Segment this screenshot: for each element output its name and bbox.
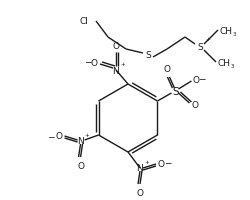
- Text: O: O: [136, 188, 143, 197]
- Text: O: O: [192, 76, 199, 85]
- Text: +: +: [204, 37, 210, 42]
- Text: O: O: [55, 132, 62, 141]
- Text: N: N: [112, 66, 119, 75]
- Text: O: O: [112, 42, 119, 51]
- Text: S: S: [196, 43, 202, 52]
- Text: O: O: [91, 59, 98, 68]
- Text: 3: 3: [232, 32, 235, 37]
- Text: S: S: [144, 51, 150, 60]
- Text: +: +: [144, 159, 148, 164]
- Text: −: −: [198, 74, 205, 83]
- Text: +: +: [84, 132, 89, 137]
- Text: −: −: [84, 57, 92, 66]
- Text: O: O: [163, 65, 170, 74]
- Text: 3: 3: [230, 64, 234, 69]
- Text: CH: CH: [217, 58, 230, 67]
- Text: O: O: [77, 161, 84, 170]
- Text: −: −: [47, 132, 54, 141]
- Text: −: −: [163, 158, 171, 167]
- Text: O: O: [157, 160, 164, 169]
- Text: CH: CH: [219, 26, 232, 35]
- Text: Cl: Cl: [79, 17, 88, 26]
- Text: S: S: [172, 87, 178, 97]
- Text: N: N: [77, 137, 84, 146]
- Text: +: +: [120, 62, 124, 67]
- Text: N: N: [136, 164, 143, 173]
- Text: O: O: [191, 101, 198, 110]
